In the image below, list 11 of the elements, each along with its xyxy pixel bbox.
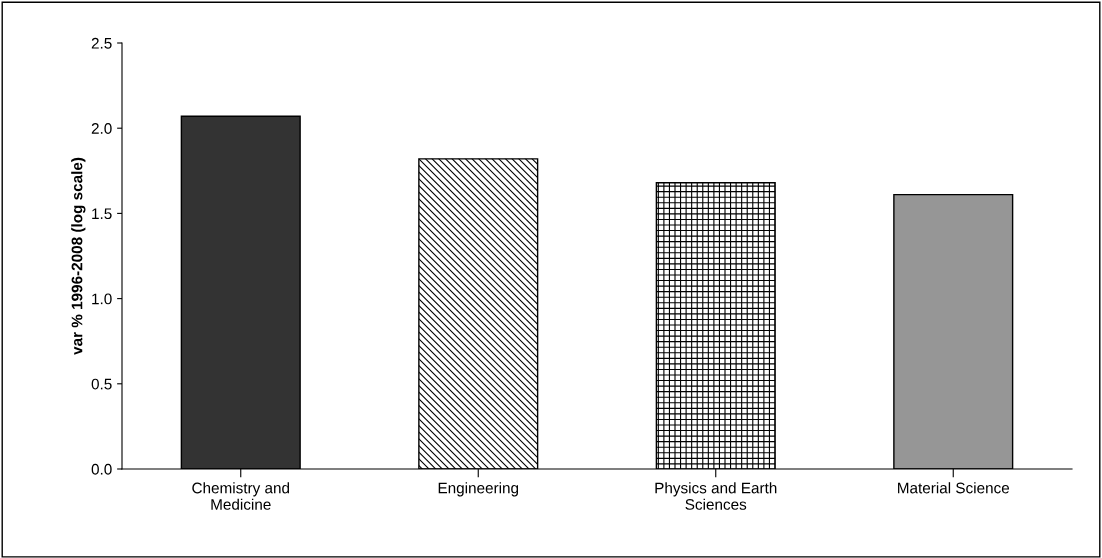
y-tick-label: 0.0 xyxy=(91,463,112,475)
x-tick-label: Engineering xyxy=(438,482,519,497)
y-tick-label: 1.0 xyxy=(92,293,112,305)
y-tick-label: 1.5 xyxy=(92,208,112,220)
y-tick-label: 2.5 xyxy=(91,37,112,49)
x-tick-label: Chemistry and Medicine xyxy=(192,482,290,510)
x-tick-label: Physics and Earth Sciences xyxy=(655,482,777,510)
y-axis-title: var % 1996-2008 (log scale) xyxy=(71,157,86,355)
y-tick-label: 2.0 xyxy=(91,123,112,134)
y-tick-label: 0.5 xyxy=(91,378,112,390)
x-tick-label: Material Science xyxy=(898,482,1010,494)
